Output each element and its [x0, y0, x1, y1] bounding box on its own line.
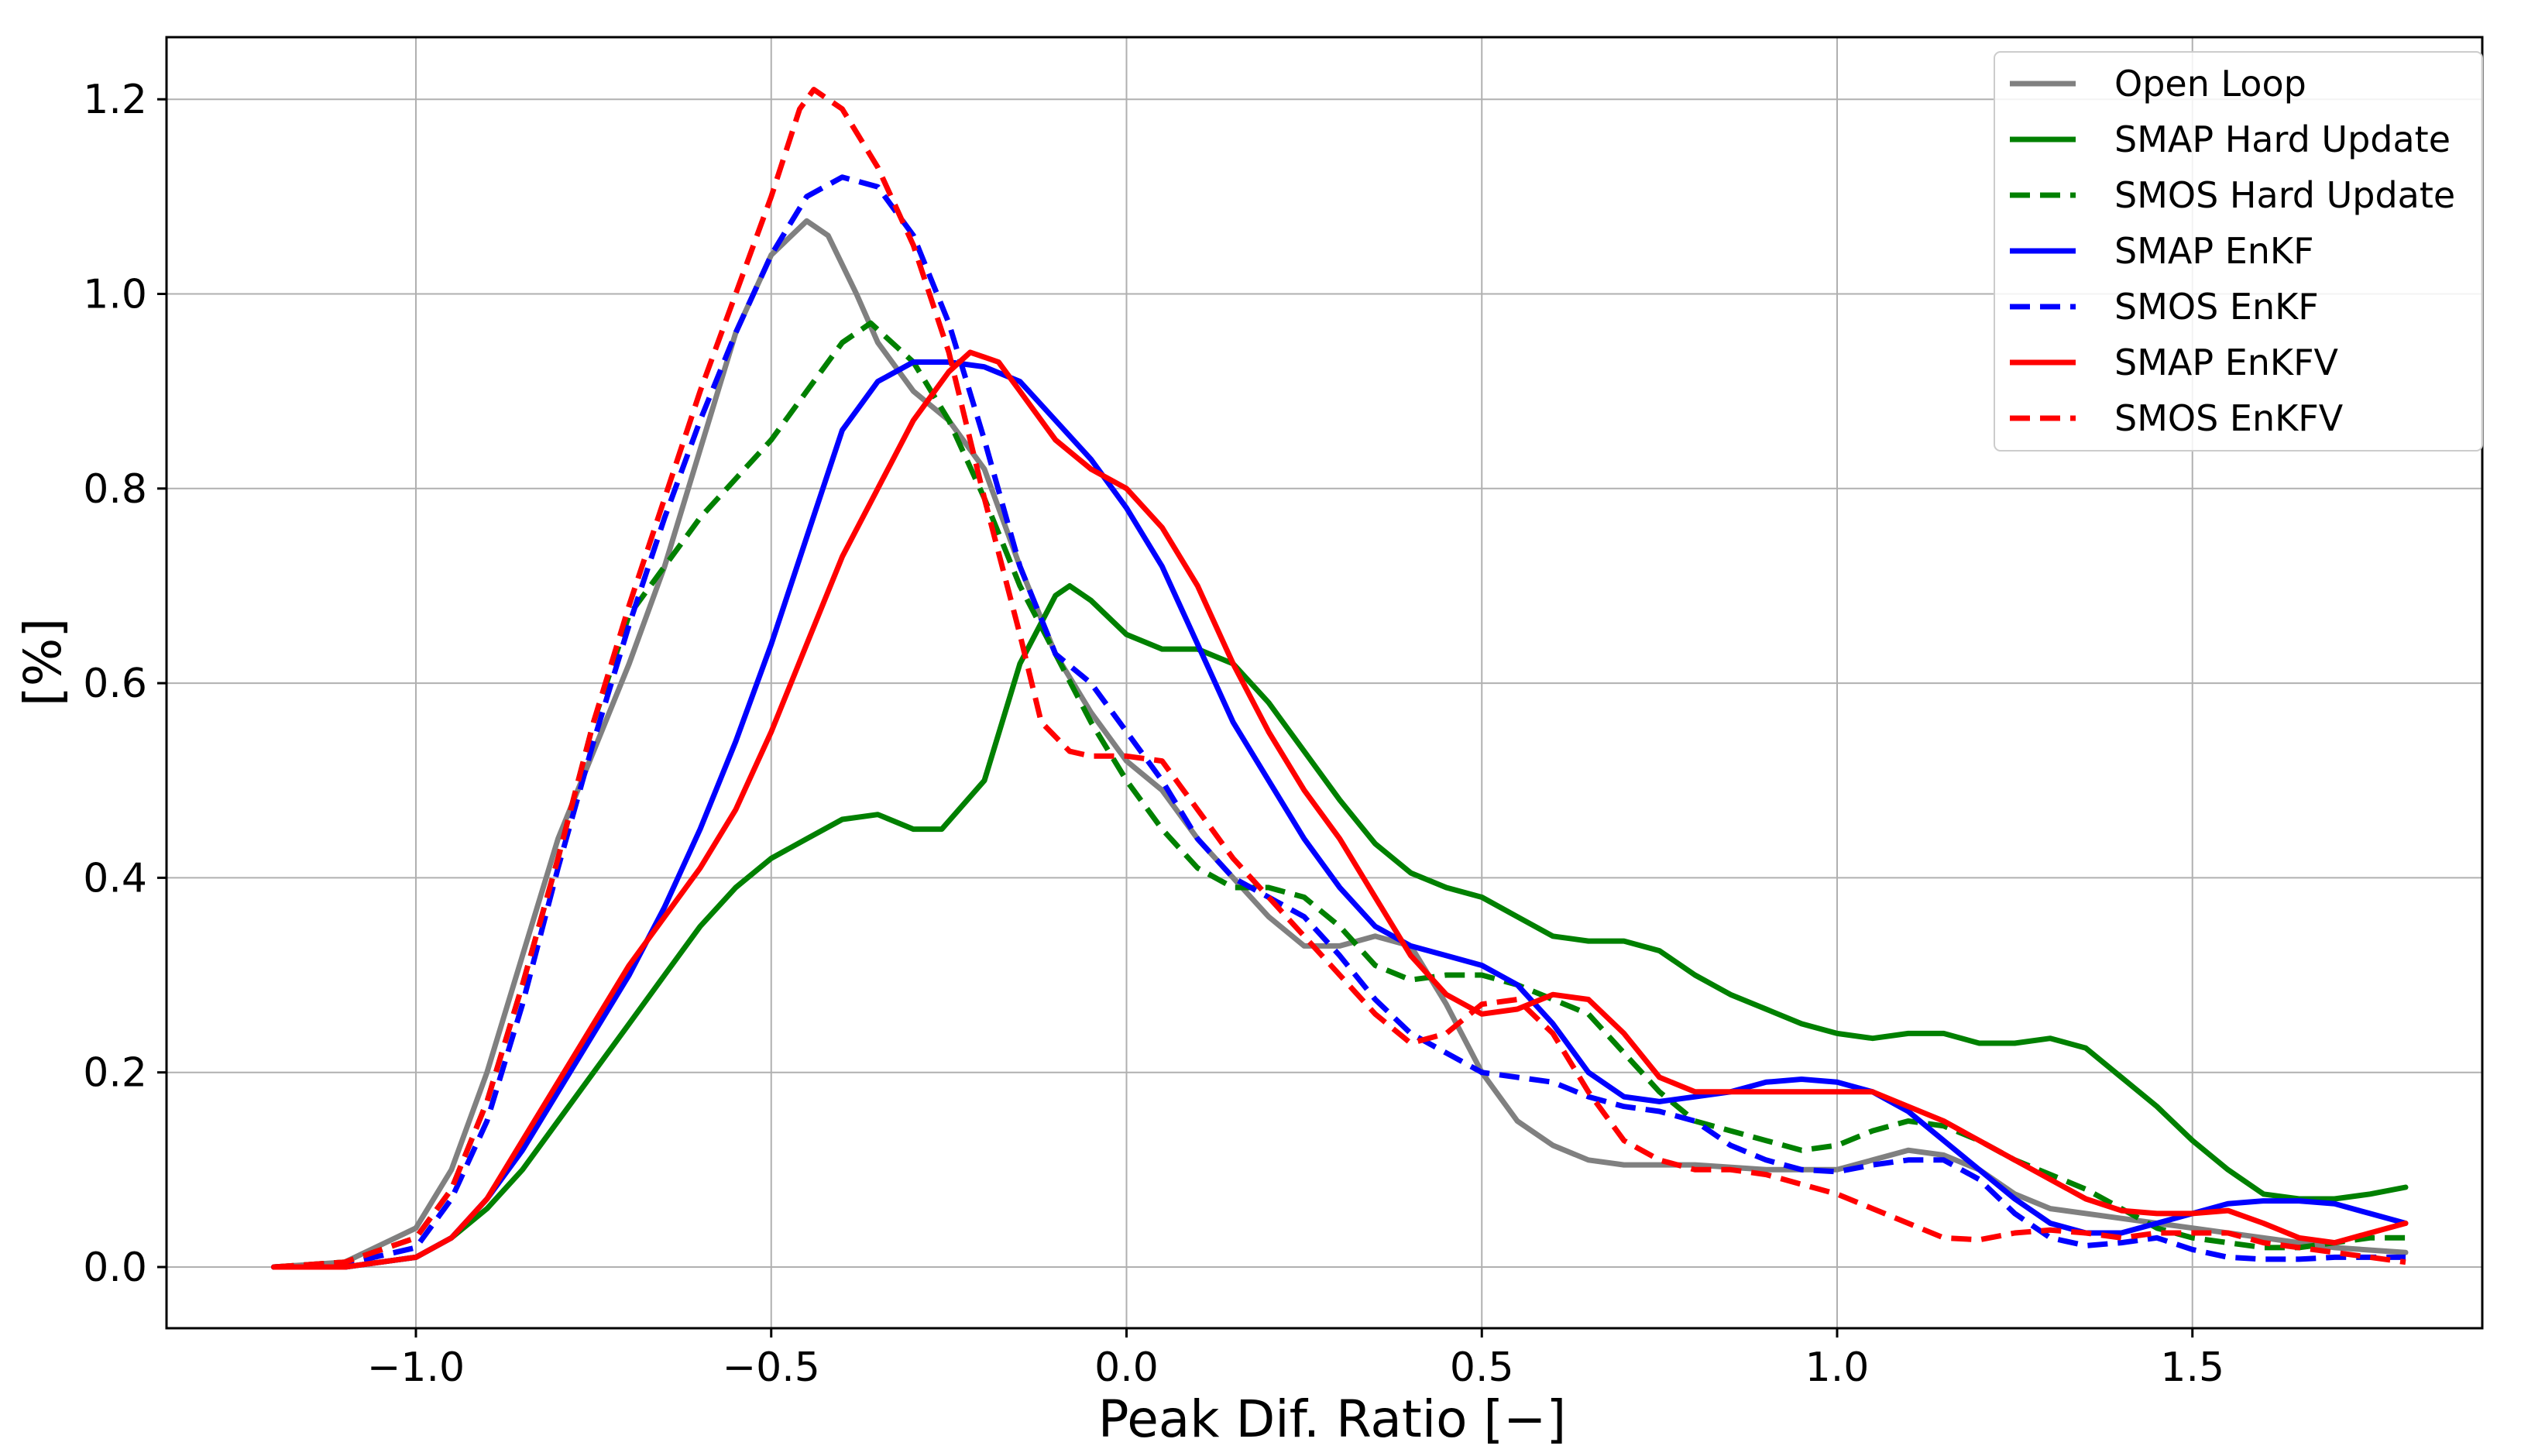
y-axis-ticks: 0.0 0.2 0.4 0.6 0.8 1.0 1.2: [83, 77, 167, 1291]
x-tick-label: 0.5: [1450, 1344, 1514, 1391]
legend-box: [1994, 51, 2483, 452]
series-line-open-loop: [271, 218, 2409, 1270]
series-line-smap-enkf: [271, 359, 2409, 1270]
y-tick-label: 0.8: [83, 466, 147, 513]
y-tick-label: 0.4: [83, 855, 147, 901]
series-line-smap-enkfv: [271, 349, 2409, 1270]
legend-label: SMAP EnKFV: [2114, 342, 2339, 383]
x-tick-label: −1.0: [367, 1344, 465, 1391]
x-axis-title: Peak Dif. Ratio [−]: [1098, 1389, 1566, 1449]
legend: Open Loop SMAP Hard Update SMOS Hard Updat…: [1994, 51, 2483, 452]
series-line-smos-hard-update: [273, 320, 2406, 1270]
y-tick-label: 0.2: [83, 1050, 147, 1097]
legend-label: Open Loop: [2114, 63, 2306, 105]
x-tick-label: −0.5: [723, 1344, 820, 1391]
series-line-smos-enkfv: [273, 87, 2406, 1270]
legend-label: SMOS Hard Update: [2114, 174, 2455, 216]
legend-label: SMAP EnKF: [2114, 230, 2314, 272]
legend-label: SMOS EnKF: [2114, 286, 2319, 328]
y-tick-label: 1.2: [83, 77, 147, 123]
x-axis-ticks: −1.0 −0.5 0.0 0.5 1.0 1.5: [367, 1328, 2224, 1391]
legend-label: SMAP Hard Update: [2114, 118, 2451, 160]
y-tick-label: 0.6: [83, 661, 147, 707]
y-axis-title: [%]: [13, 618, 73, 706]
y-tick-label: 0.0: [83, 1245, 147, 1291]
legend-label: SMOS EnKFV: [2114, 397, 2344, 439]
y-tick-label: 1.0: [83, 272, 147, 318]
x-tick-label: 1.0: [1805, 1344, 1870, 1391]
x-tick-label: 0.0: [1094, 1344, 1159, 1391]
series-line-smos-enkf: [273, 174, 2406, 1270]
series-group: [271, 87, 2409, 1270]
grid-lines: [167, 37, 2482, 1328]
x-tick-label: 1.5: [2160, 1344, 2224, 1391]
series-line-smap-hard-update: [271, 583, 2409, 1270]
